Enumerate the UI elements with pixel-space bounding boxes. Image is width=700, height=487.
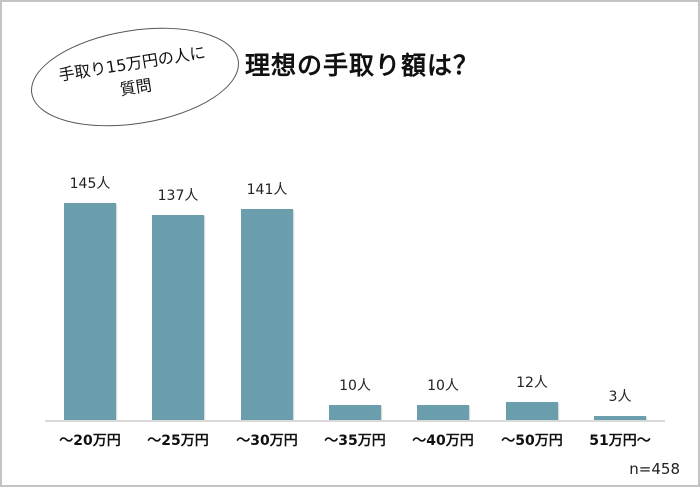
bar-value-label: 10人 bbox=[427, 378, 459, 394]
bubble-line-2: 質問 bbox=[118, 75, 154, 100]
category-label: 51万円～ bbox=[589, 433, 651, 449]
bar bbox=[329, 405, 381, 420]
bar-value-label: 3人 bbox=[608, 389, 632, 405]
category-label: ～25万円 bbox=[147, 433, 209, 449]
category-label: ～20万円 bbox=[59, 433, 121, 449]
bar bbox=[417, 405, 469, 420]
bar-value-label: 145人 bbox=[69, 176, 111, 192]
category-label: ～30万円 bbox=[236, 433, 298, 449]
x-axis-baseline bbox=[45, 420, 665, 422]
bar bbox=[64, 203, 116, 420]
bar bbox=[241, 209, 293, 420]
bar bbox=[152, 215, 204, 420]
bar-value-label: 141人 bbox=[246, 182, 288, 198]
category-label: ～50万円 bbox=[501, 433, 563, 449]
chart-title: 理想の手取り額は？ bbox=[245, 51, 480, 80]
bar bbox=[594, 416, 646, 420]
bar-value-label: 10人 bbox=[339, 378, 371, 394]
bar bbox=[506, 402, 558, 420]
bar-value-label: 12人 bbox=[516, 375, 548, 391]
category-label: ～40万円 bbox=[412, 433, 474, 449]
sample-size-label: n=458 bbox=[629, 460, 680, 478]
bar-value-label: 137人 bbox=[157, 188, 199, 204]
category-label: ～35万円 bbox=[324, 433, 386, 449]
